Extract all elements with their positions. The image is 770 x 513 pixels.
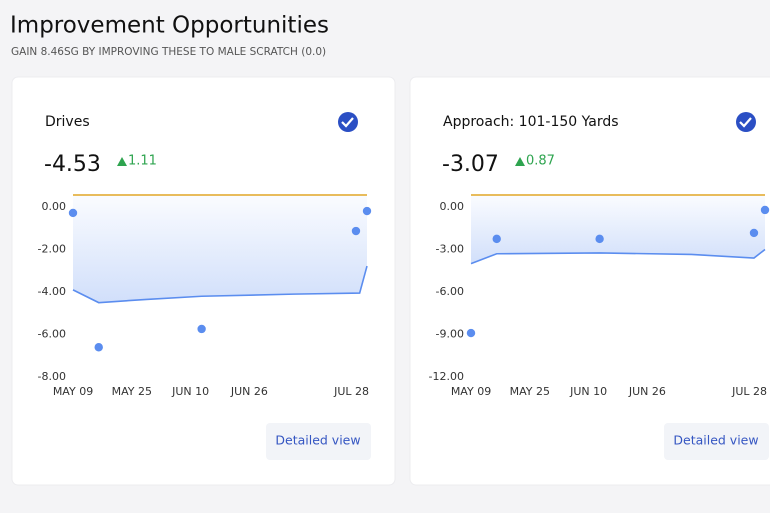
y-tick-label: 0.00 bbox=[440, 200, 465, 213]
round-point bbox=[760, 205, 770, 215]
y-tick-label: -8.00 bbox=[38, 370, 66, 383]
trend-line bbox=[72, 265, 368, 304]
y-tick-label: -3.00 bbox=[436, 243, 464, 256]
round-point bbox=[94, 343, 103, 352]
round-point bbox=[492, 234, 501, 244]
y-tick-label: -12.00 bbox=[429, 370, 464, 383]
delta-value: 1.11 bbox=[128, 154, 157, 169]
x-tick-label: MAY 09 bbox=[451, 385, 491, 398]
x-tick-label: MAY 09 bbox=[53, 385, 93, 398]
detailed-view-button[interactable] bbox=[664, 423, 769, 460]
round-point bbox=[68, 208, 78, 218]
check-mark bbox=[341, 117, 354, 128]
y-tick-label: -4.00 bbox=[38, 285, 66, 298]
trend-line bbox=[470, 248, 766, 265]
check-mark bbox=[739, 117, 752, 128]
round-point bbox=[351, 226, 361, 236]
y-tick-label: -6.00 bbox=[436, 285, 464, 298]
y-tick-label: 0.00 bbox=[42, 200, 67, 213]
y-tick-label: -6.00 bbox=[38, 328, 66, 341]
x-tick-label: JUN 26 bbox=[230, 385, 268, 398]
metric-value: -4.53 bbox=[44, 152, 101, 177]
x-tick-label: JUL 28 bbox=[731, 385, 767, 398]
metric-value: -3.07 bbox=[442, 152, 499, 177]
x-tick-label: JUN 10 bbox=[569, 385, 607, 398]
detailed-view-label[interactable]: Detailed view bbox=[275, 433, 360, 448]
round-point bbox=[197, 324, 206, 334]
x-tick-label: JUL 28 bbox=[333, 385, 369, 398]
round-point bbox=[595, 234, 604, 244]
y-tick-label: -2.00 bbox=[38, 243, 66, 256]
y-tick-label: -9.00 bbox=[436, 328, 464, 341]
round-point bbox=[362, 206, 372, 216]
card-title: Drives bbox=[45, 114, 90, 130]
check-icon bbox=[736, 112, 756, 132]
page-title: Improvement Opportunities bbox=[10, 13, 329, 39]
trend-area bbox=[471, 196, 765, 264]
x-tick-label: MAY 25 bbox=[112, 385, 152, 398]
x-tick-label: MAY 25 bbox=[510, 385, 550, 398]
card-title: Approach: 101-150 Yards bbox=[443, 114, 619, 130]
delta-value: 0.87 bbox=[526, 154, 555, 169]
delta-arrow bbox=[515, 157, 525, 166]
check-icon bbox=[338, 112, 358, 132]
round-point bbox=[466, 328, 476, 338]
detailed-view-label[interactable]: Detailed view bbox=[673, 433, 758, 448]
page-subtitle: GAIN 8.46SG BY IMPROVING THESE TO MALE S… bbox=[11, 46, 326, 58]
trend-area bbox=[73, 196, 367, 303]
round-point bbox=[749, 228, 759, 238]
card bbox=[409, 76, 770, 486]
delta-arrow bbox=[117, 157, 127, 166]
detailed-view-button[interactable] bbox=[266, 423, 371, 460]
x-tick-label: JUN 26 bbox=[628, 385, 666, 398]
x-tick-label: JUN 10 bbox=[171, 385, 209, 398]
